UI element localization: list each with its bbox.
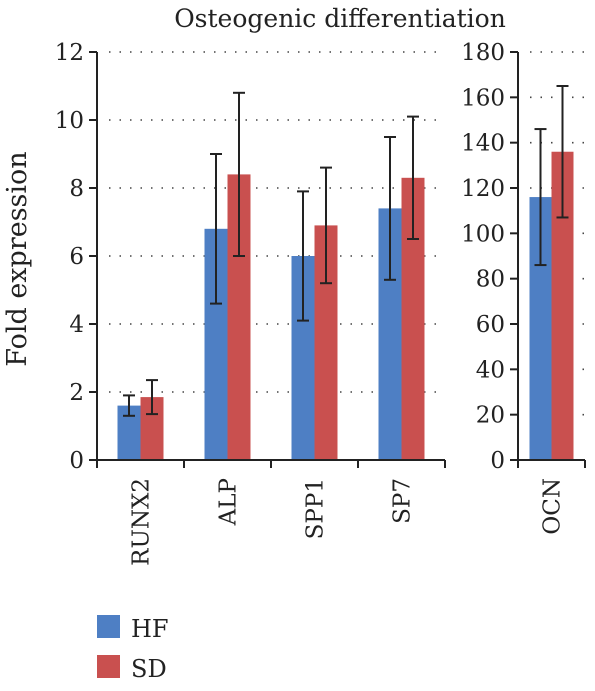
y-tick-label: 80 — [476, 267, 505, 293]
x-tick-label: ALP — [216, 478, 242, 526]
y-tick-label: 0 — [490, 448, 505, 474]
x-tick-label: SPP1 — [303, 478, 329, 539]
legend-label-hf: HF — [131, 615, 169, 643]
x-tick-label: SP7 — [390, 478, 416, 524]
y-tick-label: 120 — [461, 176, 505, 202]
y-tick-label: 12 — [55, 40, 84, 66]
legend-swatch-sd — [97, 655, 120, 678]
bar-sd — [401, 177, 425, 461]
bar-sd — [140, 397, 164, 460]
y-tick-label: 20 — [476, 403, 505, 429]
bar-hf — [204, 228, 228, 460]
y-tick-label: 40 — [476, 357, 505, 383]
y-tick-label: 10 — [55, 108, 84, 134]
legend-swatch-hf — [97, 615, 120, 638]
panel-left: 0 2 4 6 8 10 12 RUNX2 ALP SPP1 SP7 — [55, 40, 446, 566]
chart-title: Osteogenic differentiation — [174, 4, 506, 33]
bar-sd — [227, 174, 251, 460]
x-tick-label: RUNX2 — [129, 478, 155, 566]
x-tick-label: OCN — [540, 478, 566, 535]
y-axis-label: Fold expression — [2, 151, 33, 366]
y-tick-label: 140 — [461, 131, 505, 157]
panel-right: 0 20 40 60 80 100 120 140 160 180 OCN — [461, 40, 590, 535]
legend-label-sd: SD — [131, 655, 167, 683]
y-tick-label: 6 — [69, 244, 84, 270]
bar-hf — [529, 197, 552, 461]
bar-hf — [117, 405, 141, 460]
y-tick-label: 0 — [69, 448, 84, 474]
y-tick-label: 4 — [69, 312, 84, 338]
bar-hf — [378, 208, 402, 460]
bar-hf — [291, 256, 315, 460]
y-tick-label: 60 — [476, 312, 505, 338]
bar-sd — [551, 151, 574, 460]
y-tick-label: 2 — [69, 380, 84, 406]
y-tick-label: 160 — [461, 85, 505, 111]
y-tick-label: 100 — [461, 221, 505, 247]
y-tick-label: 8 — [69, 176, 84, 202]
y-tick-label: 180 — [461, 40, 505, 66]
legend: HF SD — [97, 615, 169, 683]
